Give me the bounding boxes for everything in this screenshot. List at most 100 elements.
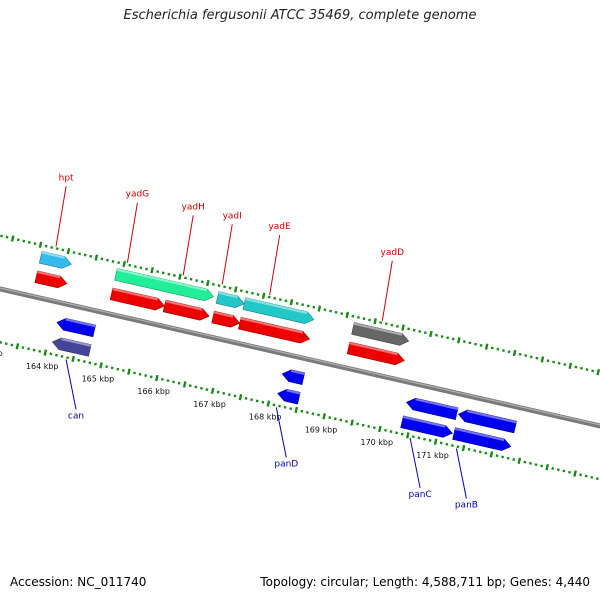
- outer-track-dot: [429, 330, 433, 338]
- inner-track-dot: [205, 388, 209, 391]
- outer-track-dot: [379, 321, 383, 324]
- gene-label-yadH: yadH: [182, 202, 205, 276]
- outer-track-dot: [10, 235, 15, 242]
- outer-track-dot: [83, 253, 87, 257]
- feature-hpt_cds: [34, 270, 68, 289]
- feature-yadE_gene: [242, 297, 315, 324]
- outer-track-dot: [396, 324, 399, 328]
- inner-track-dot: [551, 467, 555, 470]
- outer-track-dot: [184, 276, 187, 280]
- inner-track-dot: [43, 349, 48, 356]
- gene-label-panD: panD: [274, 407, 298, 469]
- outer-track-dot: [384, 322, 388, 326]
- outer-track-dot: [94, 254, 99, 261]
- inner-track-dot: [15, 343, 20, 350]
- outer-track-dot: [435, 333, 438, 337]
- outer-track-dot: [16, 238, 20, 242]
- feature-yadG_cds: [109, 287, 165, 311]
- inner-track-dot: [261, 400, 265, 404]
- svg-text:panD: panD: [274, 459, 298, 469]
- outer-track-dot: [0, 234, 3, 238]
- outer-track-dot: [490, 346, 494, 350]
- tick-label-170: 170 kbp: [360, 438, 393, 447]
- inner-track-dot: [545, 463, 550, 471]
- inner-track-dot: [372, 426, 376, 430]
- outer-track-dot: [150, 267, 154, 274]
- feature-yadD_cds: [346, 341, 405, 366]
- gene-label-can: can: [65, 359, 84, 421]
- outer-track-dot: [145, 267, 148, 271]
- outer-track-dot: [479, 343, 483, 347]
- inner-track-dot: [55, 353, 58, 357]
- outer-track-dot: [78, 252, 82, 256]
- inner-track-dot: [32, 348, 36, 352]
- tick-label-168: 168 kbp: [249, 413, 282, 422]
- inner-track-dot: [144, 374, 148, 377]
- outer-track-dot: [496, 347, 500, 351]
- outer-track-dot: [518, 352, 522, 356]
- outer-track-dot: [301, 303, 305, 307]
- outer-track-dot: [38, 241, 43, 249]
- inner-track-dot: [495, 454, 499, 458]
- outer-track-dot: [44, 244, 48, 248]
- outer-track-dot: [245, 290, 249, 294]
- inner-track-dot: [512, 458, 516, 461]
- outer-track-dot: [66, 248, 71, 255]
- outer-track-dot: [512, 349, 517, 357]
- feature-panC_gene: [400, 415, 453, 438]
- inner-track-dot: [305, 411, 309, 414]
- inner-track-dot: [121, 369, 125, 372]
- inner-track-dot: [116, 367, 120, 371]
- tick-label-167: 167 kbp: [193, 400, 226, 409]
- inner-track-dot: [71, 355, 76, 363]
- inner-track-dot: [278, 404, 281, 408]
- inner-track-dot: [556, 468, 560, 472]
- inner-track-dot: [154, 374, 159, 382]
- inner-track-dot: [289, 407, 293, 411]
- inner-track-dot: [182, 381, 187, 388]
- inner-track-dot: [77, 358, 81, 362]
- feature-yadI_gene: [215, 291, 245, 309]
- inner-track-dot: [501, 455, 505, 459]
- tick-label-166: 166 kbp: [137, 387, 170, 396]
- inner-track-dot: [367, 425, 371, 428]
- inner-track-dot: [272, 403, 276, 407]
- svg-text:yadH: yadH: [182, 202, 205, 212]
- inner-track-dot: [244, 397, 248, 400]
- feature-hpt_gene: [38, 251, 72, 269]
- outer-track-dot: [323, 308, 327, 312]
- inner-track-dot: [573, 470, 577, 477]
- inner-track-dot: [584, 474, 588, 478]
- inner-track-dot: [166, 379, 170, 383]
- accession-text: Accession: NC_011740: [10, 575, 147, 589]
- feature-yadI_cds: [211, 310, 241, 328]
- tick-label-163: 163 kbp: [0, 349, 3, 358]
- inner-track-dot: [344, 419, 348, 423]
- outer-track-dot: [552, 360, 556, 364]
- outer-track-dot: [418, 329, 422, 333]
- gene-label-yadE: yadE: [268, 222, 291, 296]
- inner-track-dot: [255, 399, 259, 403]
- gene-label-yadI: yadI: [221, 211, 242, 285]
- outer-track-dot: [401, 324, 405, 331]
- inner-track-dot: [188, 384, 192, 388]
- inner-track-dot: [238, 393, 243, 401]
- inner-track-dot: [322, 413, 326, 420]
- outer-track-dot: [440, 335, 444, 338]
- outer-track-dot: [50, 245, 54, 249]
- outer-track-dot: [540, 356, 545, 363]
- outer-track-dot: [251, 291, 254, 295]
- outer-track-dot: [340, 312, 344, 316]
- outer-track-dot: [195, 279, 199, 282]
- outer-track-dot: [312, 305, 316, 309]
- outer-track-dot: [161, 271, 165, 275]
- outer-track-dot: [568, 362, 573, 369]
- svg-text:yadG: yadG: [126, 190, 150, 200]
- backbone: [0, 286, 600, 429]
- svg-text:can: can: [68, 411, 84, 421]
- feature-panD_cds: [281, 369, 306, 385]
- inner-track-dot: [350, 419, 354, 426]
- inner-track-dot: [216, 390, 220, 394]
- svg-text:yadD: yadD: [381, 248, 405, 258]
- inner-track-dot: [395, 431, 399, 435]
